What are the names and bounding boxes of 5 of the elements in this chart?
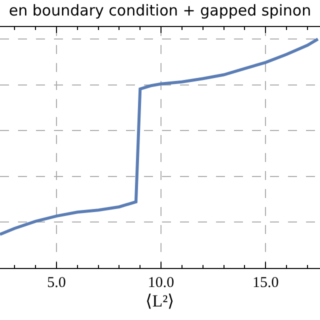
x-tick-label: 15.0 [252, 275, 279, 291]
x-tick-label: 10.0 [148, 275, 174, 291]
x-tick-label: 5.0 [47, 275, 66, 291]
x-axis-title: ⟨L²⟩ [145, 291, 175, 310]
chart-title: en boundary condition + gapped spinon [8, 1, 312, 20]
